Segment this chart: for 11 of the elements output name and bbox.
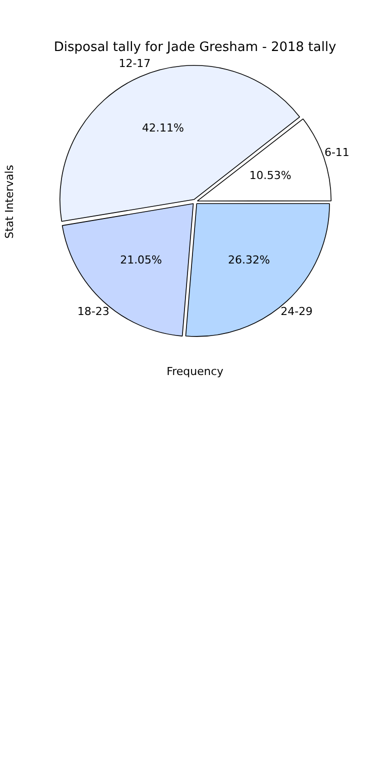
text: Stat Intervals — [2, 164, 16, 239]
slice-label: 18-23 — [77, 305, 110, 318]
slice-label: 12-17 — [118, 57, 151, 70]
slice-label: 24-29 — [280, 305, 313, 318]
slice-label: 6-11 — [324, 146, 350, 159]
data-label: 26.32% — [228, 253, 270, 266]
data-label: 21.05% — [120, 253, 162, 266]
data-label: 42.11% — [142, 122, 184, 135]
data-label: 10.53% — [249, 168, 292, 182]
text: Frequency — [166, 364, 224, 378]
chart-title: Disposal tally for Jade Gresham - 2018 tally — [54, 40, 336, 56]
